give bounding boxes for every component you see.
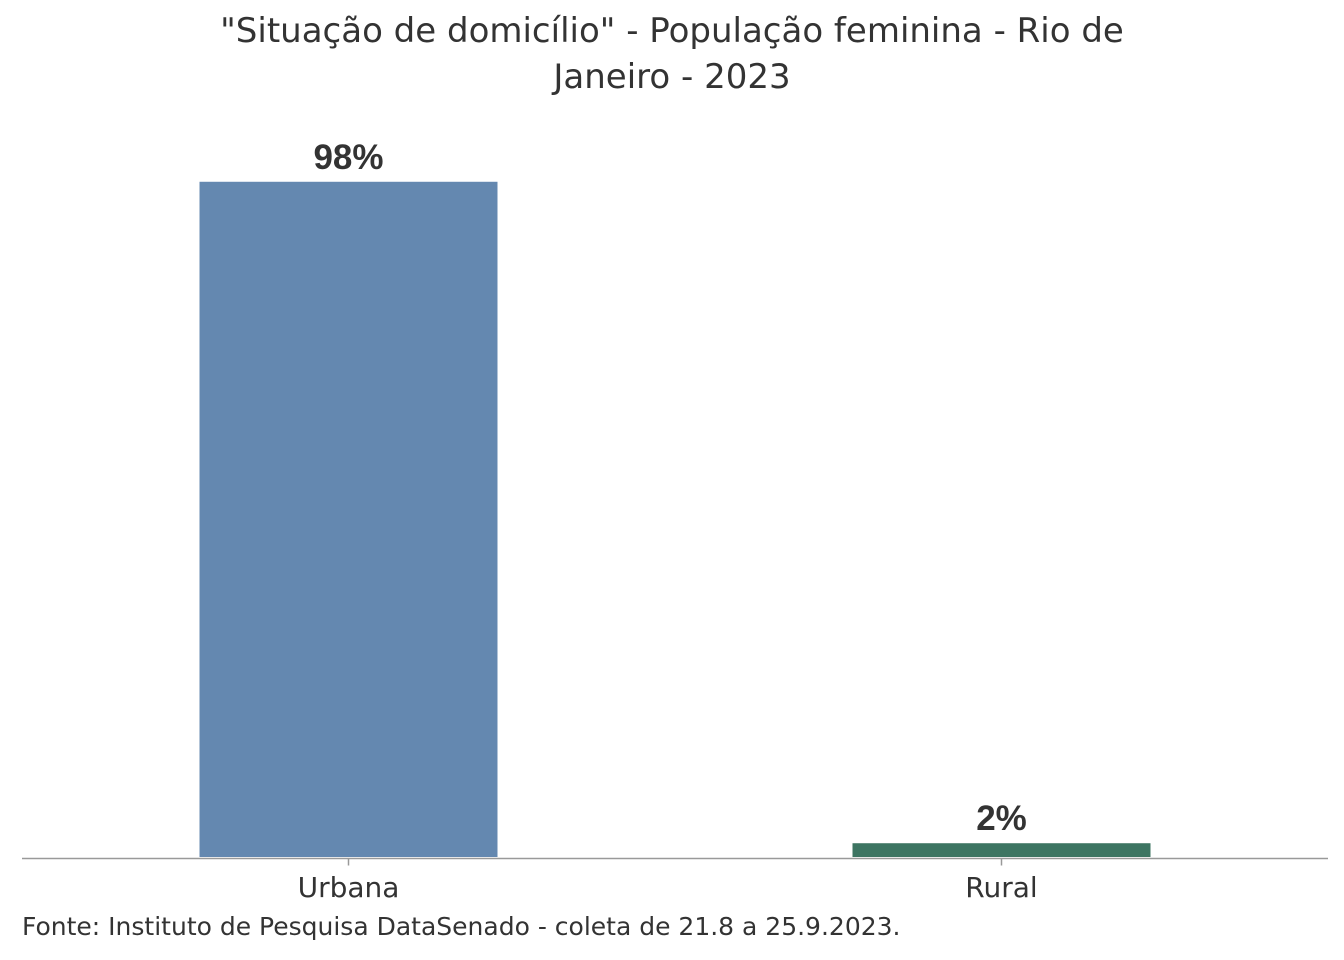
x-tick-label-rural: Rural xyxy=(965,871,1037,904)
chart-title: "Situação de domicílio" - População femi… xyxy=(0,8,1344,100)
x-tick-label-urbana: Urbana xyxy=(298,871,400,904)
value-label-rural: 2% xyxy=(976,799,1027,838)
value-label-urbana: 98% xyxy=(313,138,383,177)
source-note: Fonte: Instituto de Pesquisa DataSenado … xyxy=(22,912,901,941)
chart-title-line-1: "Situação de domicílio" - População femi… xyxy=(220,11,1124,51)
chart-title-line-2: Janeiro - 2023 xyxy=(553,57,791,97)
bar-urbana xyxy=(199,181,498,857)
bar-rural xyxy=(852,843,1151,857)
